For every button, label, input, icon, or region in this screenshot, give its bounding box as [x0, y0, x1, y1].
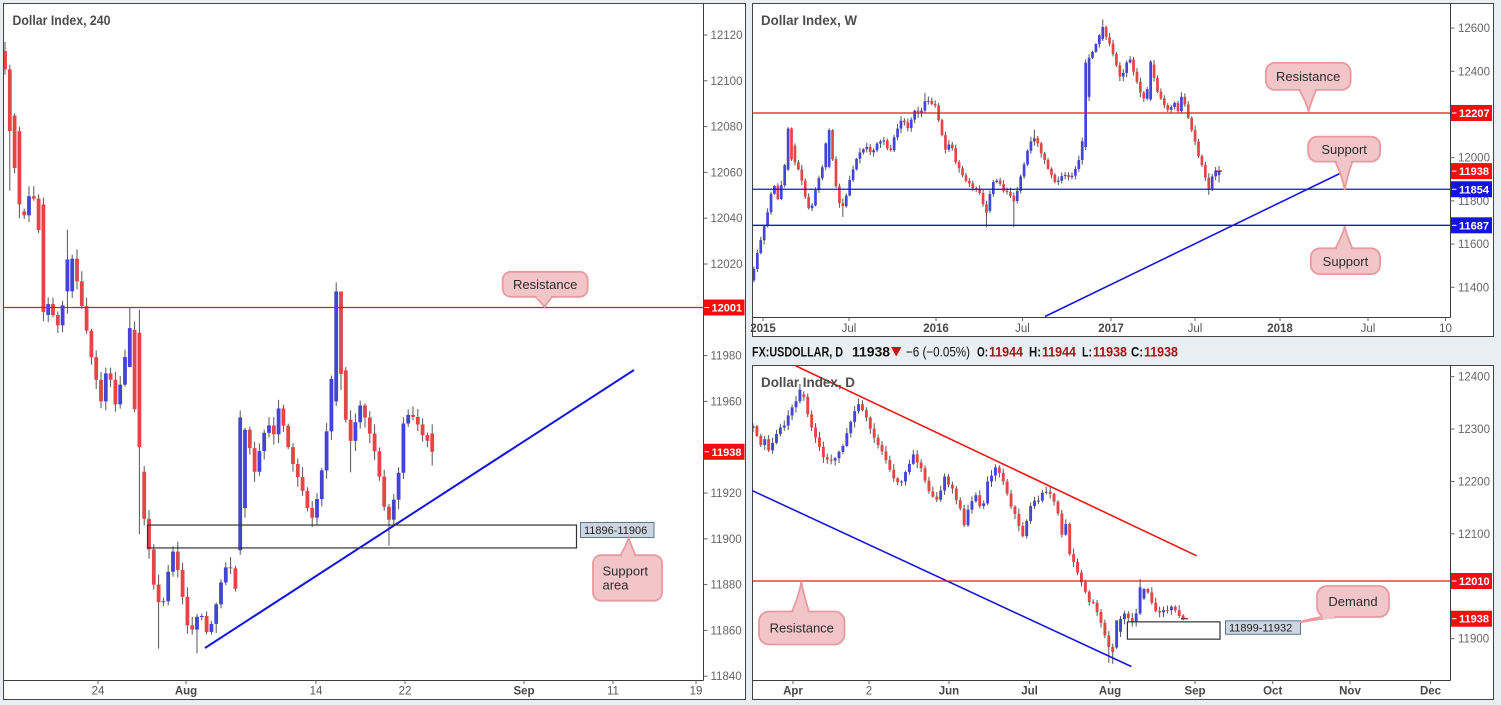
svg-text:FX:USDOLLAR, D: FX:USDOLLAR, D — [752, 345, 843, 360]
svg-text:12020: 12020 — [711, 259, 743, 271]
svg-text:11854: 11854 — [1459, 184, 1490, 196]
svg-text:11938: 11938 — [1144, 345, 1178, 360]
svg-text:Resistance: Resistance — [770, 621, 834, 636]
svg-text:11938: 11938 — [1459, 614, 1489, 626]
svg-text:11960: 11960 — [711, 396, 742, 408]
svg-text:11600: 11600 — [1458, 239, 1489, 251]
svg-text:Sep: Sep — [1184, 686, 1205, 698]
svg-text:Dollar Index, 240: Dollar Index, 240 — [13, 13, 111, 28]
svg-text:−6 (−0.05%): −6 (−0.05%) — [906, 345, 970, 360]
svg-text:Support: Support — [1321, 142, 1367, 157]
svg-text:Sep: Sep — [513, 686, 534, 698]
svg-text:O:: O: — [977, 345, 988, 360]
svg-text:11900: 11900 — [1458, 634, 1489, 646]
svg-text:Jul: Jul — [842, 323, 857, 335]
svg-text:14: 14 — [310, 686, 323, 698]
svg-text:12300: 12300 — [1458, 424, 1490, 436]
svg-text:Dec: Dec — [1420, 686, 1442, 698]
svg-text:11400: 11400 — [1458, 282, 1489, 294]
svg-text:L:: L: — [1082, 345, 1092, 360]
svg-text:2018: 2018 — [1267, 323, 1293, 335]
svg-text:12001: 12001 — [712, 303, 743, 315]
svg-text:Aug: Aug — [175, 686, 197, 698]
svg-text:12000: 12000 — [1458, 153, 1490, 165]
svg-text:12100: 12100 — [1458, 529, 1490, 541]
svg-text:19: 19 — [690, 686, 703, 698]
svg-text:24: 24 — [92, 686, 105, 698]
svg-text:11900: 11900 — [711, 534, 742, 546]
svg-text:Jul: Jul — [1021, 686, 1038, 698]
svg-text:Jul: Jul — [1015, 323, 1030, 335]
svg-text:11920: 11920 — [711, 488, 742, 500]
svg-text:2016: 2016 — [923, 323, 949, 335]
svg-text:12207: 12207 — [1459, 108, 1490, 120]
svg-text:11896-11906: 11896-11906 — [584, 525, 647, 537]
svg-text:Apr: Apr — [783, 686, 803, 698]
svg-text:11980: 11980 — [711, 351, 742, 363]
svg-text:12400: 12400 — [1458, 372, 1490, 384]
svg-text:11938: 11938 — [852, 345, 891, 360]
svg-text:11840: 11840 — [711, 671, 742, 683]
svg-text:Demand: Demand — [1328, 594, 1377, 609]
svg-text:H:: H: — [1029, 345, 1041, 360]
svg-text:11860: 11860 — [711, 625, 742, 637]
svg-text:Jun: Jun — [939, 686, 959, 698]
svg-text:Dollar Index, W: Dollar Index, W — [761, 13, 857, 28]
svg-text:11944: 11944 — [1042, 345, 1076, 360]
svg-text:Aug: Aug — [1099, 686, 1121, 698]
svg-text:11800: 11800 — [1458, 196, 1489, 208]
svg-text:Resistance: Resistance — [513, 277, 577, 292]
svg-text:12060: 12060 — [711, 167, 743, 179]
svg-text:area: area — [603, 578, 630, 593]
svg-text:11938: 11938 — [712, 447, 742, 459]
svg-text:12080: 12080 — [711, 122, 743, 134]
svg-text:12040: 12040 — [711, 213, 743, 225]
svg-text:Nov: Nov — [1339, 686, 1361, 698]
svg-text:Dollar Index, D: Dollar Index, D — [761, 375, 855, 390]
svg-text:2: 2 — [866, 686, 872, 698]
svg-text:11: 11 — [607, 686, 619, 698]
svg-text:2017: 2017 — [1098, 323, 1124, 335]
svg-text:11687: 11687 — [1459, 220, 1489, 232]
svg-text:C:: C: — [1131, 345, 1143, 360]
svg-text:Resistance: Resistance — [1276, 69, 1340, 84]
svg-text:22: 22 — [399, 686, 412, 698]
svg-text:Oct: Oct — [1263, 686, 1282, 698]
svg-text:12400: 12400 — [1458, 66, 1490, 78]
svg-text:Support: Support — [1323, 254, 1369, 269]
svg-text:11880: 11880 — [711, 580, 742, 592]
svg-text:12200: 12200 — [1458, 476, 1490, 488]
svg-text:12120: 12120 — [711, 30, 743, 42]
svg-text:Jul: Jul — [1188, 323, 1203, 335]
svg-text:2015: 2015 — [750, 323, 776, 335]
svg-text:11938: 11938 — [1459, 166, 1489, 178]
svg-text:12010: 12010 — [1459, 576, 1490, 588]
svg-text:Jul: Jul — [1361, 323, 1376, 335]
svg-text:10: 10 — [1439, 323, 1452, 335]
svg-text:11899-11932: 11899-11932 — [1229, 623, 1292, 635]
svg-text:11944: 11944 — [989, 345, 1023, 360]
svg-text:12100: 12100 — [711, 76, 743, 88]
svg-text:12600: 12600 — [1458, 23, 1490, 35]
svg-text:Support: Support — [603, 564, 649, 579]
svg-text:11938: 11938 — [1093, 345, 1127, 360]
